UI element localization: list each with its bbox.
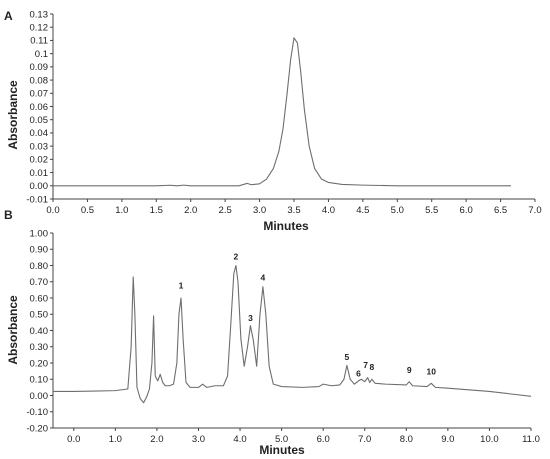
y-tick-label: 0.05	[30, 115, 49, 126]
panel-b-trace	[53, 264, 532, 404]
panel-a-chromatogram: A 0.13 0.12 0.11 0.1 0.09 0.08 0.07 0.06 0.05 0.0…	[4, 9, 542, 233]
peak-label: 7	[363, 360, 368, 370]
panel-a-x-ticks: 0.0 0.5 1.0 1.5 2.0 2.5 3.0 3.5 4.0 4.5 5.0 5.5 6.0 6…	[46, 199, 542, 216]
panel-a-label: A	[4, 9, 13, 23]
x-tick-label: 6.0	[317, 434, 330, 445]
x-tick-label: 5.0	[391, 205, 404, 216]
peak-label: 2	[234, 251, 239, 261]
x-tick-label: 1.0	[115, 205, 128, 216]
panel-b-y-ticks: 1.00 0.90 0.80 0.70 0.60 0.50 0.40 0.30 0.20 0.10…	[26, 228, 53, 434]
x-tick-label: 3.0	[253, 205, 266, 216]
y-tick-label: 0.60	[30, 293, 49, 304]
y-tick-label: 0.1	[35, 49, 48, 60]
x-tick-label: 0.0	[46, 205, 59, 216]
y-tick-label: 0.30	[30, 342, 49, 353]
panel-a-x-axis-title: Minutes	[263, 219, 309, 233]
y-tick-label: 0.11	[30, 36, 48, 47]
y-tick-label: 0.13	[30, 9, 49, 20]
peak-label: 6	[356, 368, 361, 378]
y-tick-label: 0.04	[30, 128, 49, 139]
panel-b-y-axis-title: Absorbance	[6, 295, 20, 365]
y-tick-label: 0.90	[30, 245, 49, 256]
x-tick-label: 2.5	[219, 205, 232, 216]
x-tick-label: 9.0	[441, 434, 454, 445]
x-tick-label: 6.5	[494, 205, 507, 216]
y-tick-label: 0.00	[30, 181, 49, 192]
peak-label: 4	[261, 272, 266, 282]
peak-label: 5	[344, 352, 349, 362]
y-tick-label: -0.01	[26, 194, 48, 205]
x-tick-label: 4.5	[356, 205, 369, 216]
y-tick-label: 1.00	[30, 228, 49, 239]
panel-a-y-axis-title: Absorbance	[6, 80, 20, 150]
y-tick-label: -0.20	[26, 423, 48, 434]
x-tick-label: 1.0	[109, 434, 122, 445]
panel-b-x-axis-title: Minutes	[259, 443, 305, 457]
x-tick-label: 6.0	[460, 205, 473, 216]
x-tick-label: 5.5	[425, 205, 438, 216]
x-tick-label: 3.5	[287, 205, 300, 216]
x-tick-label: 7.0	[528, 205, 541, 216]
y-tick-label: 0.40	[30, 326, 49, 337]
panel-a-y-ticks: 0.13 0.12 0.11 0.1 0.09 0.08 0.07 0.06 0.05 0.04 0…	[26, 9, 53, 205]
panel-b-x-ticks: 0.0 1.0 2.0 3.0 4.0 5.0 6.0 7.0 8.0 9.0 10.0 11.0	[67, 428, 540, 445]
x-tick-label: 1.5	[150, 205, 163, 216]
x-tick-label: 11.0	[522, 434, 540, 445]
y-tick-label: 0.00	[30, 391, 49, 402]
panel-b-label: B	[4, 208, 13, 222]
peak-label: 8	[369, 362, 374, 372]
x-tick-label: 4.0	[233, 434, 246, 445]
y-tick-label: 0.70	[30, 277, 49, 288]
x-tick-label: 7.0	[358, 434, 371, 445]
x-tick-label: 5.0	[275, 434, 288, 445]
x-tick-label: 4.0	[322, 205, 335, 216]
peak-label: 1	[179, 281, 184, 291]
panel-b-peak-labels: 1 2 3 4 567 8 9 10	[179, 251, 437, 378]
x-tick-label: 3.0	[192, 434, 205, 445]
y-tick-label: 0.20	[30, 358, 49, 369]
y-tick-label: 0.09	[30, 62, 49, 73]
panel-a-trace	[53, 37, 511, 187]
x-tick-label: 2.0	[184, 205, 197, 216]
y-tick-label: 0.07	[30, 89, 49, 100]
y-tick-label: 0.06	[30, 102, 49, 113]
x-tick-label: 8.0	[400, 434, 413, 445]
peak-label: 10	[427, 367, 437, 377]
y-tick-label: 0.80	[30, 261, 49, 272]
y-tick-label: 0.50	[30, 310, 49, 321]
y-tick-label: 0.03	[30, 141, 49, 152]
x-tick-label: 10.0	[480, 434, 499, 445]
y-tick-label: 0.01	[30, 168, 49, 179]
y-tick-label: -0.10	[26, 407, 48, 418]
x-tick-label: 0.5	[81, 205, 94, 216]
panel-b-chromatogram: B 1.00 0.90 0.80 0.70 0.60 0.50 0.40 0.30 0.20 0.…	[4, 208, 540, 457]
x-tick-label: 2.0	[150, 434, 163, 445]
x-tick-label: 0.0	[67, 434, 80, 445]
y-tick-label: 0.02	[30, 155, 49, 166]
y-tick-label: 0.12	[30, 23, 49, 34]
y-tick-label: 0.08	[30, 75, 49, 86]
y-tick-label: 0.10	[30, 375, 49, 386]
peak-label: 9	[407, 365, 412, 375]
peak-label: 3	[248, 313, 253, 323]
